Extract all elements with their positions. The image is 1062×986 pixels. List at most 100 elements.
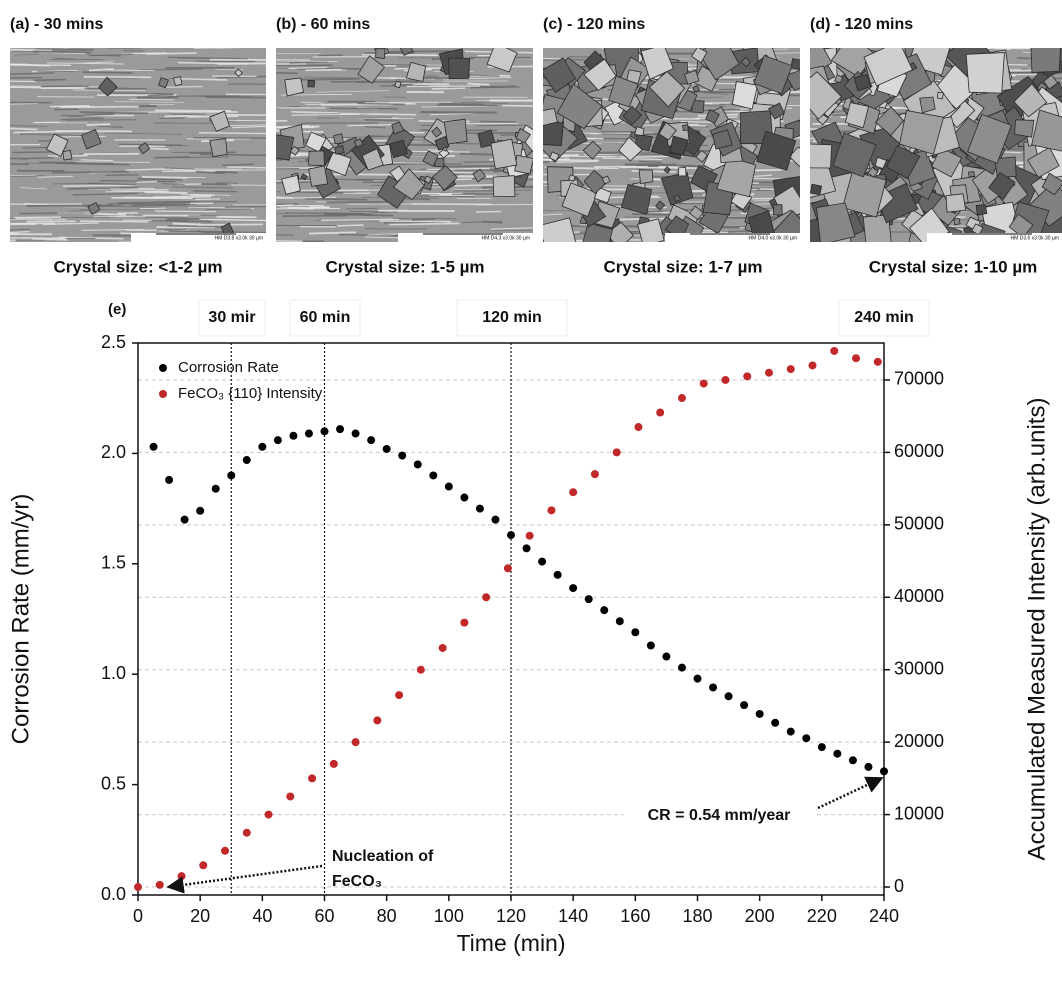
crystal (790, 58, 800, 71)
streak (556, 160, 597, 163)
data-point (460, 493, 469, 502)
data-point (180, 515, 189, 524)
streak (276, 64, 333, 67)
streak (10, 101, 52, 104)
crystal (556, 83, 603, 130)
data-point (584, 595, 593, 604)
data-point (507, 531, 515, 540)
data-point (491, 515, 500, 524)
crystal (392, 168, 425, 201)
crystal (289, 145, 300, 156)
x-tick-label: 120 (496, 906, 526, 926)
streak (76, 161, 151, 163)
data-point (329, 759, 338, 768)
streak (113, 101, 185, 103)
data-point (755, 709, 764, 718)
streak (132, 52, 167, 55)
streak (195, 198, 221, 201)
y-tick-label: 2.0 (101, 442, 126, 462)
scale-strip (927, 233, 1062, 242)
streak (0, 137, 8, 138)
x-tick-label: 20 (190, 906, 210, 926)
streak (167, 56, 248, 60)
y2-tick-label: 40000 (894, 586, 944, 606)
streak (300, 101, 323, 104)
crystal (276, 134, 295, 161)
streak (19, 187, 48, 190)
streak (52, 182, 99, 185)
data-point (590, 470, 599, 479)
streak (276, 60, 338, 62)
data-point (833, 749, 842, 758)
streak (99, 180, 176, 183)
crystal (431, 165, 458, 191)
data-point (258, 442, 267, 451)
crystal (663, 166, 671, 174)
streak (431, 87, 471, 90)
crystal (638, 169, 654, 184)
streak (164, 167, 195, 170)
streak (465, 86, 521, 89)
crystal (967, 113, 1012, 164)
data-point (600, 606, 609, 615)
crystal (281, 174, 301, 195)
streak (379, 220, 452, 223)
data-point (382, 444, 391, 453)
streak (193, 48, 238, 49)
crystal (953, 218, 961, 226)
streak (10, 127, 38, 131)
streak (159, 156, 230, 159)
streak (364, 126, 386, 129)
data-point (308, 774, 317, 783)
data-point (852, 354, 861, 363)
streak (426, 167, 490, 171)
data-point (634, 423, 643, 432)
data-point (771, 718, 780, 727)
data-point (367, 436, 376, 445)
streak (232, 125, 266, 129)
crystal (492, 175, 516, 197)
y-axis-title: Corrosion Rate (mm/yr) (7, 494, 34, 745)
streak (205, 96, 266, 99)
streak (10, 72, 55, 76)
data-point (416, 665, 425, 674)
streak (190, 193, 215, 197)
streak (222, 163, 254, 167)
crystal (394, 80, 402, 89)
streak (10, 231, 30, 234)
streak (80, 159, 113, 162)
streak (141, 176, 206, 180)
crystal (788, 146, 800, 168)
legend-label: FeCO₃ {110} Intensity (178, 385, 323, 402)
streak (105, 48, 141, 50)
streak (118, 143, 182, 147)
crystal (785, 69, 800, 92)
streak (439, 102, 484, 106)
scale-text: HM D3.8 x3.0k 30 µm (215, 235, 263, 241)
streak (55, 162, 130, 166)
sem-image: HM D3.8 x3.0k 30 µm (0, 48, 266, 242)
streak (137, 68, 203, 71)
data-point (398, 451, 407, 460)
y2-tick-label: 70000 (894, 369, 944, 389)
crystal (648, 70, 686, 108)
crystal (669, 135, 689, 156)
streak (638, 160, 662, 164)
streak (401, 150, 470, 153)
streak (10, 85, 41, 88)
data-point (460, 618, 469, 627)
data-point (830, 346, 839, 355)
streak (316, 90, 390, 93)
crystal (443, 118, 468, 145)
data-point (395, 691, 404, 700)
data-point (438, 643, 447, 652)
crystal (673, 194, 681, 203)
streak (19, 212, 58, 215)
streak (93, 215, 134, 218)
panel-label: (d) - 120 mins (810, 16, 913, 33)
streak (215, 48, 246, 49)
streak (65, 119, 137, 121)
crystal (172, 76, 183, 87)
streak (23, 203, 48, 206)
